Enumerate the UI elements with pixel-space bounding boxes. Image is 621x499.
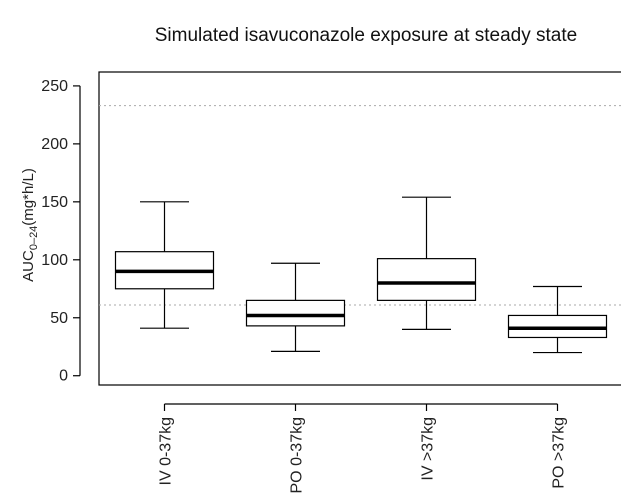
iqr-box (245, 299, 346, 327)
y-axis-label-unit: (mg*h/L) (20, 168, 37, 226)
y-axis-label-sub: 0–24 (28, 226, 40, 250)
box-1 (245, 262, 346, 352)
boxes (114, 196, 608, 354)
y-tick-label-50: 50 (50, 310, 68, 327)
y-axis-label: AUC0–24(mg*h/L) (20, 168, 40, 282)
plot-frame (98, 71, 621, 386)
y-axis-label-main: AUC (20, 250, 37, 282)
x-tick-label-1: PO 0-37kg (289, 417, 306, 493)
box-3 (507, 285, 608, 354)
y-tick-label-250: 250 (41, 78, 68, 95)
y-axis: 0 50 100 150 200 250 (41, 78, 81, 385)
x-axis: IV 0-37kg PO 0-37kg IV >37kg PO >37kg (158, 403, 568, 493)
box-2 (376, 196, 477, 330)
x-tick-label-3: PO >37kg (551, 417, 568, 489)
y-tick-label-100: 100 (41, 252, 68, 269)
chart-title: Simulated isavuconazole exposure at stea… (155, 25, 577, 46)
y-tick-label-150: 150 (41, 194, 68, 211)
x-tick-label-2: IV >37kg (420, 417, 437, 481)
box-0 (114, 201, 215, 329)
iqr-box (376, 258, 477, 301)
reference-lines (99, 105, 621, 306)
y-tick-label-200: 200 (41, 136, 68, 153)
svg-text:AUC0–24(mg*h/L): AUC0–24(mg*h/L) (20, 168, 40, 282)
y-tick-label-0: 0 (59, 368, 68, 385)
x-tick-label-0: IV 0-37kg (158, 417, 175, 485)
